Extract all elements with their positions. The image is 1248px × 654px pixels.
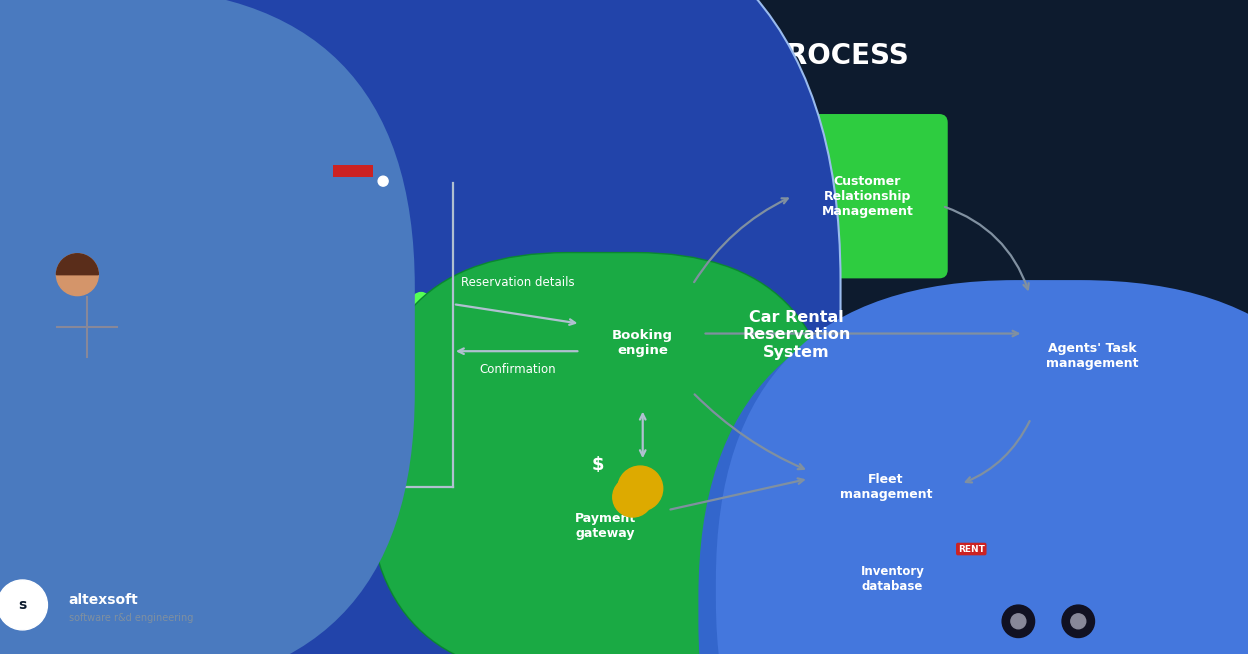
Text: s: s	[19, 598, 26, 612]
Circle shape	[387, 292, 406, 311]
Circle shape	[1011, 614, 1026, 628]
FancyBboxPatch shape	[845, 545, 951, 608]
Text: Reservation details: Reservation details	[461, 276, 575, 289]
FancyBboxPatch shape	[351, 213, 361, 235]
Circle shape	[387, 319, 406, 337]
Circle shape	[613, 477, 653, 517]
Circle shape	[1071, 614, 1086, 628]
Text: Third parties: Third parties	[223, 481, 313, 494]
Text: altexsoft: altexsoft	[69, 593, 139, 608]
Text: Agents' Task
management: Agents' Task management	[1046, 343, 1138, 370]
FancyBboxPatch shape	[829, 533, 956, 625]
Text: Car Rental
Reservation
System: Car Rental Reservation System	[743, 310, 850, 360]
Circle shape	[412, 319, 431, 337]
FancyBboxPatch shape	[367, 252, 836, 654]
FancyBboxPatch shape	[787, 114, 947, 279]
Text: Confirmation: Confirmation	[479, 363, 557, 376]
FancyBboxPatch shape	[1020, 288, 1164, 424]
FancyBboxPatch shape	[198, 441, 338, 533]
Text: CAR RENTAL RESERVATION PROCESS: CAR RENTAL RESERVATION PROCESS	[339, 42, 909, 69]
Ellipse shape	[845, 600, 951, 616]
Circle shape	[1062, 605, 1094, 638]
Text: Booking
engine: Booking engine	[613, 330, 673, 357]
Text: Customer
Relationship
Management: Customer Relationship Management	[821, 175, 914, 218]
Text: Payment
gateway: Payment gateway	[574, 513, 636, 540]
Text: Inventory
database: Inventory database	[860, 565, 925, 593]
Circle shape	[378, 176, 388, 186]
FancyBboxPatch shape	[539, 462, 671, 591]
Circle shape	[412, 292, 431, 311]
Text: Fleet
management: Fleet management	[840, 473, 932, 501]
Circle shape	[1002, 605, 1035, 638]
FancyBboxPatch shape	[333, 165, 373, 177]
Circle shape	[605, 457, 655, 507]
Ellipse shape	[845, 538, 951, 554]
Circle shape	[56, 254, 99, 296]
FancyBboxPatch shape	[0, 0, 414, 654]
Text: RENT: RENT	[958, 545, 985, 553]
FancyBboxPatch shape	[577, 274, 709, 413]
Circle shape	[387, 305, 406, 324]
Circle shape	[0, 580, 47, 630]
Circle shape	[618, 466, 663, 511]
FancyBboxPatch shape	[807, 419, 965, 555]
FancyBboxPatch shape	[228, 132, 483, 340]
Wedge shape	[56, 254, 99, 275]
FancyBboxPatch shape	[0, 0, 841, 654]
FancyBboxPatch shape	[716, 280, 1248, 654]
Circle shape	[412, 332, 431, 351]
FancyBboxPatch shape	[317, 157, 394, 199]
FancyBboxPatch shape	[9, 0, 703, 514]
Circle shape	[387, 332, 406, 351]
Text: $: $	[592, 456, 604, 474]
Text: software r&d engineering: software r&d engineering	[69, 613, 193, 623]
FancyBboxPatch shape	[699, 296, 1248, 654]
Circle shape	[412, 305, 431, 324]
